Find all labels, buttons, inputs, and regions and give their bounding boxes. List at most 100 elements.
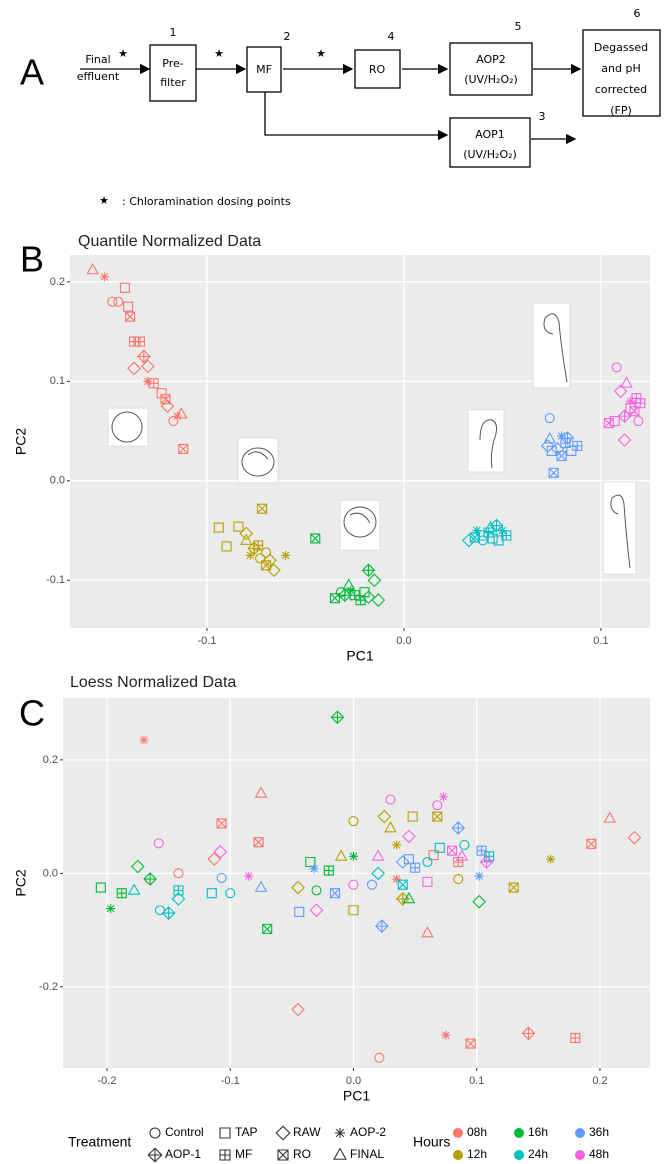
point	[257, 503, 268, 514]
node-label: (FP)	[610, 104, 632, 117]
point	[355, 595, 366, 606]
point	[119, 282, 131, 293]
point	[371, 593, 386, 608]
node-box	[449, 117, 531, 168]
legend-label: TAP	[235, 1125, 257, 1139]
point	[392, 874, 402, 884]
point	[148, 378, 159, 389]
point	[540, 439, 555, 453]
point	[245, 550, 255, 560]
x-tick-label: -0.1	[197, 635, 216, 647]
y-axis-label: PC2	[13, 869, 29, 896]
node-label: Pre-	[162, 57, 183, 70]
point	[422, 876, 433, 887]
point	[421, 925, 434, 938]
point	[625, 403, 636, 414]
point	[239, 526, 254, 541]
point	[395, 855, 410, 869]
point	[403, 854, 414, 865]
star-icon: ★	[99, 194, 109, 207]
point	[385, 794, 396, 805]
point	[617, 409, 632, 423]
point	[207, 852, 222, 867]
legend-label: 36h	[589, 1125, 609, 1139]
point	[603, 811, 617, 823]
point	[334, 849, 348, 861]
point	[459, 839, 470, 851]
node-label: corrected	[595, 83, 647, 96]
point	[113, 296, 124, 307]
point	[125, 311, 136, 322]
point	[392, 840, 402, 850]
point	[174, 407, 188, 419]
point	[432, 800, 443, 811]
point	[611, 362, 622, 373]
point	[348, 816, 359, 827]
point	[374, 1052, 385, 1063]
point	[107, 296, 118, 307]
point	[267, 563, 281, 578]
point	[479, 855, 494, 869]
x-axis-label: PC1	[343, 1088, 370, 1104]
point	[86, 262, 99, 275]
point	[410, 862, 421, 873]
point	[447, 845, 458, 856]
star-icon: ★	[118, 47, 128, 60]
point	[342, 578, 356, 590]
point	[377, 809, 392, 824]
legend-label: 16h	[528, 1125, 548, 1139]
point	[627, 830, 642, 845]
point	[348, 905, 359, 916]
y-tick-label: 0.0	[43, 867, 58, 879]
node-label: (UV/H₂O₂)	[464, 73, 518, 86]
point	[617, 433, 632, 447]
point	[543, 432, 557, 444]
y-tick-label: 0.0	[50, 475, 65, 487]
legend-label: AOP-2	[350, 1125, 386, 1139]
embryo-image	[467, 409, 505, 473]
point	[489, 518, 504, 533]
legend-title: Hours	[413, 1134, 450, 1150]
star-icon: ★	[316, 47, 326, 60]
point	[548, 467, 559, 478]
y-tick-label: 0.2	[43, 754, 58, 766]
point	[521, 1026, 536, 1041]
point	[161, 906, 176, 920]
legend-label: RO	[293, 1147, 311, 1161]
x-tick-label: 0.0	[346, 1075, 361, 1087]
legend-label: FINAL	[350, 1147, 384, 1161]
point	[291, 880, 305, 895]
point	[216, 872, 227, 883]
point	[570, 1032, 581, 1043]
point	[171, 892, 186, 906]
point	[438, 792, 448, 802]
embryo-images	[107, 302, 637, 575]
point	[407, 811, 418, 822]
legend-shape	[275, 1125, 291, 1141]
input-label: effluent	[77, 70, 120, 83]
point	[140, 359, 155, 374]
point	[244, 871, 254, 881]
node-number: 6	[634, 7, 641, 20]
point	[434, 842, 445, 853]
chart-title: Loess Normalized Data	[70, 674, 236, 691]
point	[366, 879, 378, 890]
point	[153, 838, 164, 849]
point	[472, 894, 487, 909]
y-tick-label: -0.1	[46, 574, 65, 586]
node-box	[449, 42, 533, 96]
embryo-image	[339, 499, 381, 551]
point	[484, 520, 497, 532]
point	[216, 818, 227, 829]
point	[291, 1002, 305, 1017]
point	[173, 868, 184, 879]
node-label: Degassed	[594, 41, 648, 54]
point	[474, 871, 484, 881]
point	[239, 533, 253, 545]
x-tick-label: 0.1	[593, 635, 608, 647]
x-tick-label: -0.2	[98, 1075, 117, 1087]
embryo-image	[237, 437, 279, 484]
node-number: 2	[284, 30, 291, 43]
legend-shape	[149, 1127, 161, 1139]
